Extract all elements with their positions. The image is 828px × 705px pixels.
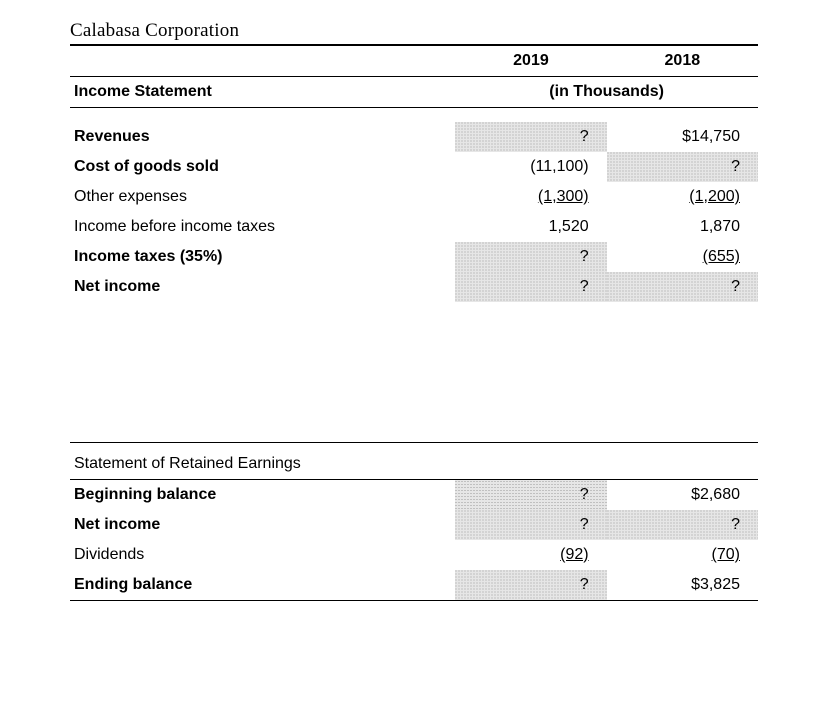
taxes-2019: ? bbox=[455, 242, 606, 272]
label-revenues: Revenues bbox=[70, 122, 455, 152]
row-ending-balance: Ending balance ? $3,825 bbox=[70, 570, 758, 600]
year-col-1: 2019 bbox=[455, 46, 606, 76]
page: Calabasa Corporation 2019 2018 Income St… bbox=[0, 0, 828, 601]
retained-earnings-table: Statement of Retained Earnings Beginning… bbox=[70, 442, 758, 601]
taxes-2018: (655) bbox=[607, 242, 758, 272]
pretax-2019: 1,520 bbox=[455, 212, 606, 242]
units-label: (in Thousands) bbox=[455, 77, 758, 108]
end-2019: ? bbox=[455, 570, 606, 600]
row-revenues: Revenues ? $14,750 bbox=[70, 122, 758, 152]
income-statement-table: 2019 2018 Income Statement (in Thousands… bbox=[70, 46, 758, 302]
net-2018: ? bbox=[607, 272, 758, 302]
label-dividends: Dividends bbox=[70, 540, 455, 570]
revenues-2018: $14,750 bbox=[607, 122, 758, 152]
div-2019: (92) bbox=[455, 540, 606, 570]
re-net-2018: ? bbox=[607, 510, 758, 540]
div-2018: (70) bbox=[607, 540, 758, 570]
end-2018: $3,825 bbox=[607, 570, 758, 600]
row-dividends: Dividends (92) (70) bbox=[70, 540, 758, 570]
cogs-2018: ? bbox=[607, 152, 758, 182]
row-cogs: Cost of goods sold (11,100) ? bbox=[70, 152, 758, 182]
row-other-expenses: Other expenses (1,300) (1,200) bbox=[70, 182, 758, 212]
other-2018: (1,200) bbox=[607, 182, 758, 212]
income-statement-heading: Income Statement bbox=[70, 77, 455, 108]
section-gap bbox=[70, 302, 758, 442]
row-net-income: Net income ? ? bbox=[70, 272, 758, 302]
label-other: Other expenses bbox=[70, 182, 455, 212]
row-taxes: Income taxes (35%) ? (655) bbox=[70, 242, 758, 272]
pretax-2018: 1,870 bbox=[607, 212, 758, 242]
label-begin: Beginning balance bbox=[70, 480, 455, 511]
re-heading-row: Statement of Retained Earnings bbox=[70, 449, 758, 479]
row-pretax: Income before income taxes 1,520 1,870 bbox=[70, 212, 758, 242]
label-re-net: Net income bbox=[70, 510, 455, 540]
begin-2018: $2,680 bbox=[607, 480, 758, 511]
row-begin-balance: Beginning balance ? $2,680 bbox=[70, 480, 758, 511]
net-2019: ? bbox=[455, 272, 606, 302]
year-col-2: 2018 bbox=[607, 46, 758, 76]
row-re-net-income: Net income ? ? bbox=[70, 510, 758, 540]
cogs-2019: (11,100) bbox=[455, 152, 606, 182]
label-net: Net income bbox=[70, 272, 455, 302]
label-pretax: Income before income taxes bbox=[70, 212, 455, 242]
other-2019: (1,300) bbox=[455, 182, 606, 212]
revenues-2019: ? bbox=[455, 122, 606, 152]
label-ending: Ending balance bbox=[70, 570, 455, 600]
begin-2019: ? bbox=[455, 480, 606, 511]
year-header-row: 2019 2018 bbox=[70, 46, 758, 76]
company-title: Calabasa Corporation bbox=[70, 20, 758, 46]
label-taxes: Income taxes (35%) bbox=[70, 242, 455, 272]
label-cogs: Cost of goods sold bbox=[70, 152, 455, 182]
re-net-2019: ? bbox=[455, 510, 606, 540]
retained-earnings-heading: Statement of Retained Earnings bbox=[70, 449, 455, 479]
section-header-row: Income Statement (in Thousands) bbox=[70, 77, 758, 108]
